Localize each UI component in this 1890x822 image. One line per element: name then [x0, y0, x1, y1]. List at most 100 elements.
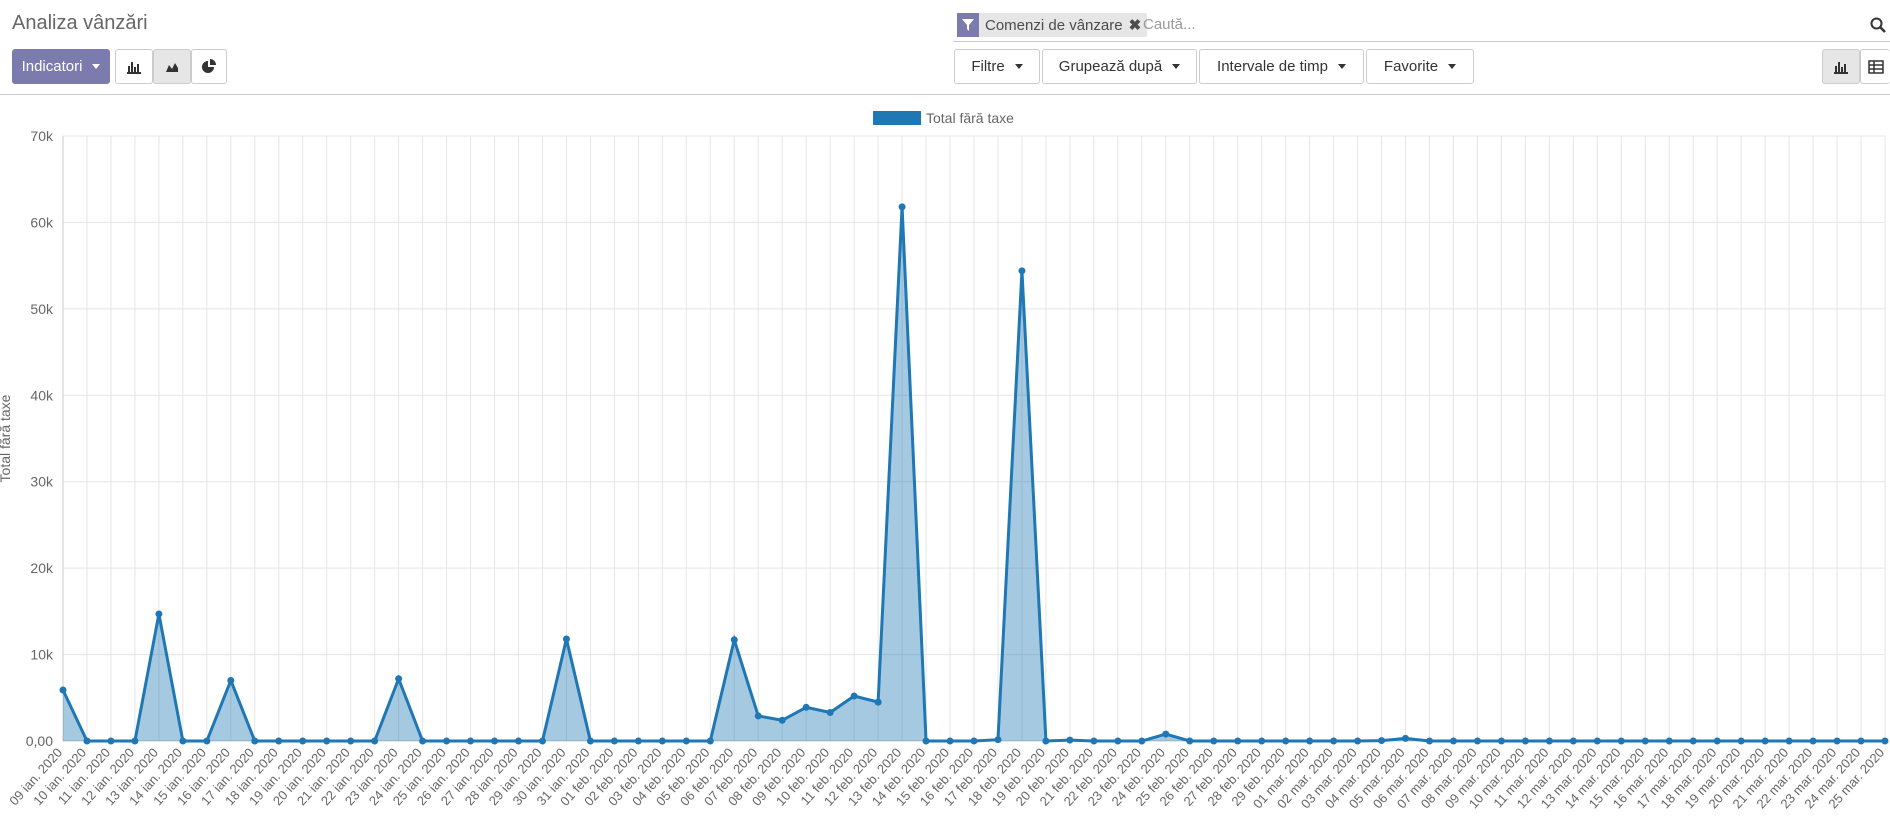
line-view-button[interactable] — [153, 49, 191, 84]
icon — [1834, 61, 1848, 74]
point — [1090, 737, 1098, 745]
point — [371, 737, 379, 745]
point — [1042, 737, 1050, 745]
point — [1449, 737, 1457, 745]
groupby-label: Grupează după — [1058, 58, 1163, 75]
point — [610, 737, 618, 745]
search-facet[interactable]: Comenzi de vânzare ✖ — [957, 13, 1148, 37]
y-tick-label: 30k — [30, 474, 54, 490]
search-placeholder: Caută... — [1143, 16, 1196, 33]
point — [1234, 737, 1242, 745]
measures-button[interactable]: Indicatori — [12, 49, 110, 84]
point — [1833, 737, 1841, 745]
point — [1665, 737, 1673, 745]
pie-view-button[interactable] — [191, 49, 227, 84]
point — [107, 737, 115, 745]
y-tick-label: 50k — [30, 301, 54, 317]
point — [1210, 737, 1218, 745]
point — [443, 737, 451, 745]
point — [1761, 737, 1769, 745]
point — [515, 737, 522, 745]
point — [419, 737, 427, 745]
point — [1785, 737, 1793, 745]
point — [1689, 737, 1697, 745]
point — [1881, 737, 1889, 745]
point — [1306, 737, 1314, 745]
timerange-button[interactable]: Intervale de timp — [1199, 49, 1364, 84]
facet-icon — [957, 13, 979, 37]
icon — [165, 62, 179, 73]
divider — [0, 94, 1890, 95]
point — [1114, 737, 1122, 745]
point — [179, 737, 187, 745]
point — [59, 686, 67, 694]
caret — [92, 64, 101, 69]
point — [922, 737, 930, 745]
point — [634, 737, 642, 745]
point — [1569, 737, 1577, 745]
point — [1737, 737, 1745, 745]
point — [1545, 737, 1553, 745]
point — [802, 703, 810, 711]
facet-remove[interactable]: ✖ — [1128, 17, 1142, 34]
point — [970, 737, 978, 745]
point — [1473, 737, 1481, 745]
icon — [127, 61, 141, 74]
point — [682, 737, 690, 745]
point — [1641, 737, 1649, 745]
search-bar[interactable]: Comenzi de vânzare ✖ Caută... — [953, 10, 1890, 42]
point — [826, 708, 834, 716]
point — [1258, 737, 1266, 745]
y-tick-label: 60k — [30, 214, 54, 230]
point — [658, 737, 666, 745]
pivot-view-switch[interactable] — [1860, 49, 1890, 84]
point — [491, 737, 499, 745]
y-tick-label: 70k — [30, 128, 54, 144]
point — [83, 737, 91, 745]
point — [994, 736, 1002, 744]
point — [1593, 737, 1601, 745]
point — [1426, 737, 1433, 745]
favorites-label: Favorite — [1383, 58, 1439, 75]
measures-label: Indicatori — [21, 58, 83, 75]
point — [203, 737, 211, 745]
y-tick-label: 10k — [30, 647, 54, 663]
y-axis-title: Total fără taxe — [0, 394, 13, 482]
point — [251, 737, 259, 745]
caret — [1172, 64, 1181, 69]
caret — [1014, 64, 1023, 69]
point — [155, 610, 163, 618]
page-title: Analiza vânzări — [12, 12, 148, 34]
point — [1402, 734, 1410, 742]
search-icon[interactable] — [1870, 17, 1886, 33]
point — [1282, 737, 1290, 745]
y-tick-label: 0,00 — [26, 733, 53, 749]
groupby-button[interactable]: Grupează după — [1042, 49, 1197, 84]
point — [275, 737, 283, 745]
point — [586, 737, 594, 745]
point — [1497, 737, 1505, 745]
point — [131, 737, 139, 745]
graph-view-switch[interactable] — [1822, 49, 1860, 84]
y-tick-label: 20k — [30, 560, 54, 576]
filters-button[interactable]: Filtre — [954, 49, 1040, 84]
point — [299, 737, 307, 745]
icon — [202, 58, 216, 73]
point — [1354, 737, 1362, 745]
point — [227, 677, 235, 684]
facet-label: Comenzi de vânzare — [985, 16, 1123, 34]
favorites-button[interactable]: Favorite — [1366, 49, 1474, 84]
point — [1713, 737, 1721, 745]
point — [1018, 267, 1026, 275]
timerange-label: Intervale de timp — [1217, 58, 1328, 75]
point — [538, 737, 546, 745]
point — [562, 635, 570, 643]
point — [395, 675, 403, 683]
point — [1186, 737, 1194, 745]
point — [1809, 737, 1817, 745]
point — [1162, 730, 1170, 738]
legend-label: Total fără taxe — [926, 110, 1014, 126]
bar-view-button[interactable] — [115, 49, 153, 84]
caret — [1337, 64, 1346, 69]
